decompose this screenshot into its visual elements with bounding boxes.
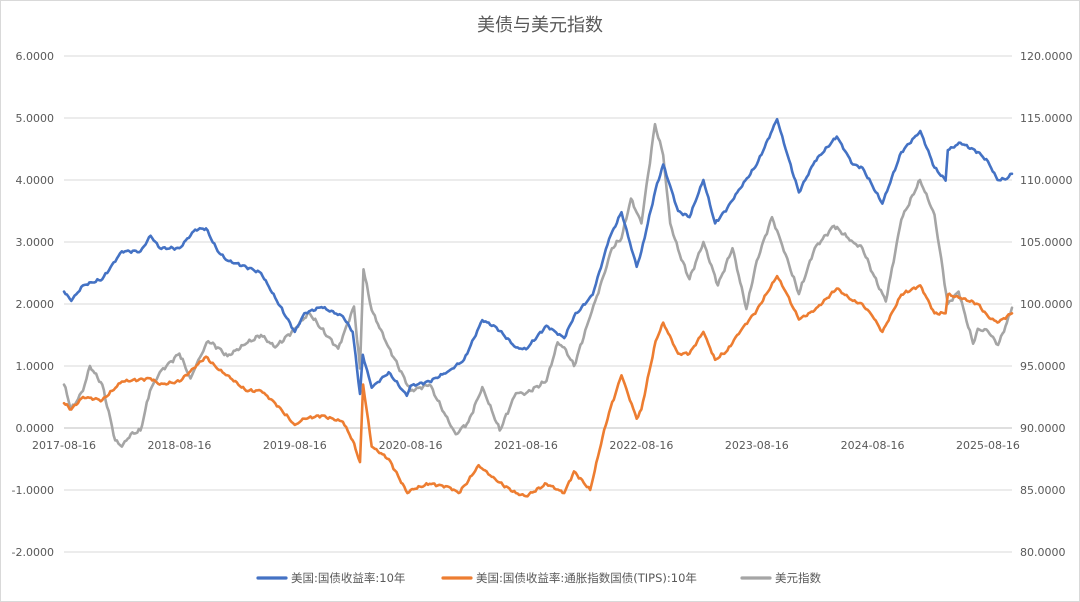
x-tick-label: 2020-08-16 — [379, 439, 443, 452]
y-left-tick-label: 3.0000 — [16, 236, 55, 249]
y-left-tick-label: 2.0000 — [16, 298, 55, 311]
legend-label: 美元指数 — [775, 571, 821, 585]
y-right-tick-label: 110.0000 — [1020, 174, 1073, 187]
series-line — [62, 117, 1014, 398]
x-tick-label: 2024-08-16 — [841, 439, 905, 452]
x-axis: 2017-08-16 2018-08-16 2019-08-16 2020-08-16… — [32, 427, 1020, 452]
y-axis-left: 6.0000 5.0000 4.0000 3.0000 2.0000 1.0000 0.00… — [12, 50, 54, 559]
y-right-tick-label: 105.0000 — [1020, 236, 1073, 249]
chart-title: 美债与美元指数 — [477, 15, 603, 36]
y-left-tick-label: 5.0000 — [16, 112, 55, 125]
x-tick-label: 2025-08-16 — [956, 439, 1020, 452]
y-left-tick-label: 6.0000 — [16, 50, 55, 63]
legend: 美国:国债收益率:10年 美国:国债收益率:通胀指数国债(TIPS):10年 美元指… — [256, 571, 821, 585]
x-tick-label: 2018-08-16 — [147, 439, 211, 452]
x-tick-label: 2019-08-16 — [263, 439, 327, 452]
y-right-tick-label: 115.0000 — [1020, 112, 1073, 125]
y-right-tick-label: 120.0000 — [1020, 50, 1073, 63]
series-line — [62, 122, 1014, 448]
x-tick-label: 2022-08-16 — [609, 439, 673, 452]
y-left-tick-label: -2.0000 — [12, 546, 54, 559]
y-left-tick-label: -1.0000 — [12, 484, 54, 497]
y-right-tick-label: 90.0000 — [1020, 422, 1066, 435]
series-line — [62, 274, 1014, 498]
x-tick-label: 2021-08-16 — [494, 439, 558, 452]
legend-label: 美国:国债收益率:通胀指数国债(TIPS):10年 — [476, 571, 697, 585]
x-tick-label: 2023-08-16 — [725, 439, 789, 452]
y-axis-right: 120.0000 115.0000 110.0000 105.0000 100.0000… — [1020, 50, 1073, 559]
legend-label: 美国:国债收益率:10年 — [291, 571, 405, 585]
x-tick-label: 2017-08-16 — [32, 439, 96, 452]
y-left-tick-label: 4.0000 — [16, 174, 55, 187]
y-right-tick-label: 95.0000 — [1020, 360, 1066, 373]
y-right-tick-label: 80.0000 — [1020, 546, 1066, 559]
series-lines — [62, 117, 1014, 498]
y-right-tick-label: 100.0000 — [1020, 298, 1073, 311]
y-right-tick-label: 85.0000 — [1020, 484, 1066, 497]
y-left-tick-label: 0.0000 — [16, 422, 55, 435]
y-left-tick-label: 1.0000 — [16, 360, 55, 373]
